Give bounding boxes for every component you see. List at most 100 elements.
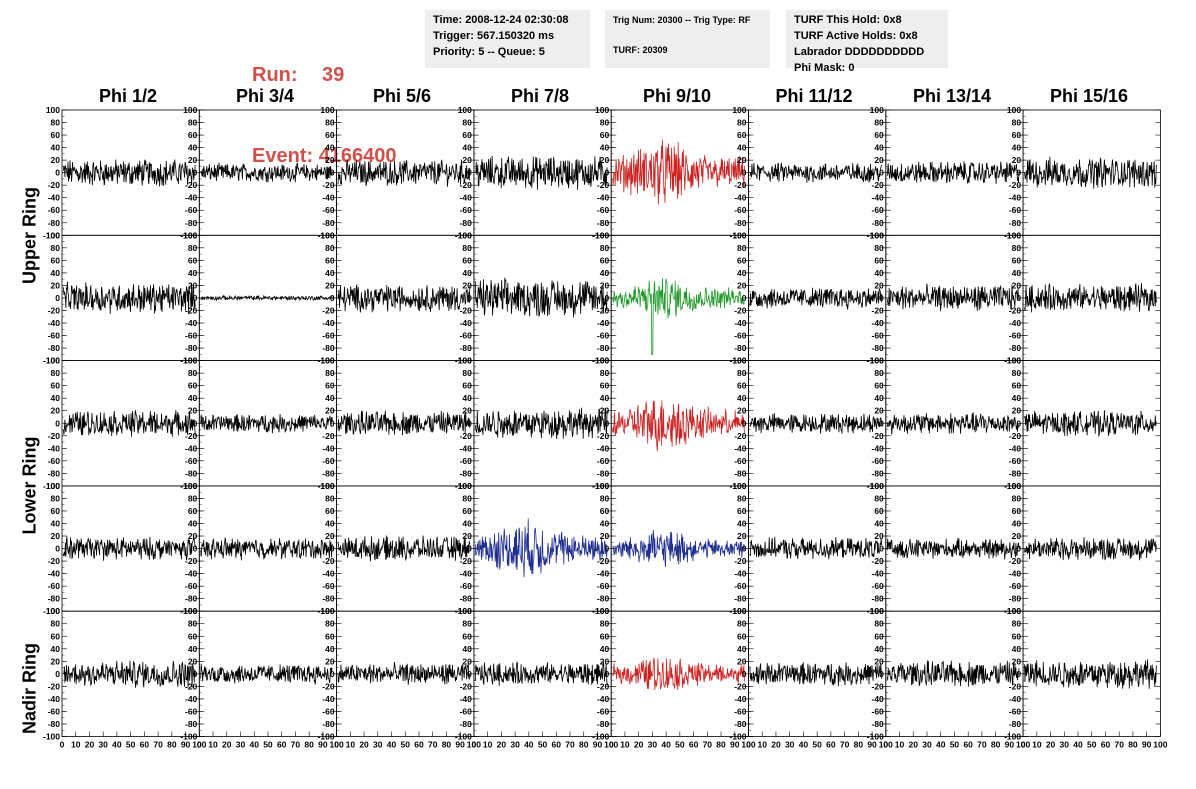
y-tick-label: 60: [51, 631, 61, 641]
x-tick-label: 60: [552, 740, 562, 750]
y-tick-label: 60: [600, 130, 610, 140]
y-tick-label: -100: [43, 230, 60, 240]
y-tick-label: -100: [180, 732, 197, 742]
y-tick-label: -80: [734, 343, 747, 353]
y-tick-label: 80: [1012, 118, 1022, 128]
y-tick-label: -80: [48, 468, 61, 478]
y-tick-label: 40: [325, 644, 335, 654]
y-tick-label: -40: [322, 193, 335, 203]
y-tick-label: -80: [185, 343, 198, 353]
y-tick-label: -20: [322, 681, 335, 691]
y-tick-label: -40: [872, 193, 885, 203]
y-tick-label: 100: [732, 481, 746, 491]
y-tick-label: -40: [734, 694, 747, 704]
y-tick-label: -60: [460, 706, 473, 716]
y-tick-label: 20: [600, 406, 610, 416]
y-tick-label: 0: [879, 544, 884, 554]
y-tick-label: 20: [874, 155, 884, 165]
x-tick-label: 100: [330, 740, 344, 750]
x-tick-label: 70: [153, 740, 163, 750]
run-row: Run: 39: [252, 62, 397, 89]
turf-num-text: TURF: 20309: [613, 45, 668, 55]
x-tick-label: 20: [222, 740, 232, 750]
y-tick-label: 40: [188, 644, 198, 654]
waveform-trace: [200, 162, 333, 183]
y-tick-label: 80: [462, 368, 472, 378]
y-tick-label: 40: [737, 644, 747, 654]
y-tick-label: 60: [600, 506, 610, 516]
y-tick-label: -60: [1009, 205, 1022, 215]
y-tick-label: 80: [51, 493, 61, 503]
x-tick-label: 90: [181, 740, 191, 750]
y-tick-label: 0: [330, 168, 335, 178]
waveform-trace: [612, 657, 745, 691]
y-tick-label: 40: [1012, 393, 1022, 403]
y-tick-label: -80: [597, 343, 610, 353]
y-tick-label: 100: [320, 481, 334, 491]
y-tick-label: 80: [188, 118, 198, 128]
y-tick-label: -40: [1009, 443, 1022, 453]
y-tick-label: -60: [322, 581, 335, 591]
y-tick-label: 20: [462, 531, 472, 541]
y-tick-label: 40: [874, 644, 884, 654]
y-tick-label: -40: [185, 694, 198, 704]
x-tick-label: 90: [593, 740, 603, 750]
y-tick-label: 80: [737, 243, 747, 253]
y-tick-label: 40: [325, 518, 335, 528]
y-tick-label: -60: [1009, 456, 1022, 466]
y-tick-label: -100: [455, 732, 472, 742]
x-tick-label: 10: [208, 740, 218, 750]
time-text: Time: 2008-12-24 02:30:08: [433, 14, 569, 26]
time-info-box: Time: 2008-12-24 02:30:08 Trigger: 567.1…: [425, 10, 590, 68]
x-tick-label: 60: [414, 740, 424, 750]
y-tick-label: 0: [55, 544, 60, 554]
y-tick-label: 0: [879, 418, 884, 428]
y-tick-label: -40: [597, 694, 610, 704]
y-tick-label: 100: [183, 356, 197, 366]
y-tick-label: 100: [458, 606, 472, 616]
y-tick-label: -80: [1009, 594, 1022, 604]
x-tick-label: 100: [1016, 740, 1030, 750]
y-tick-label: 100: [1007, 606, 1021, 616]
y-tick-label: -100: [43, 356, 60, 366]
y-tick-label: -60: [1009, 581, 1022, 591]
y-tick-label: 40: [325, 268, 335, 278]
y-tick-label: -40: [48, 443, 61, 453]
y-tick-label: 80: [188, 368, 198, 378]
y-tick-label: -40: [460, 694, 473, 704]
x-tick-label: 0: [197, 740, 202, 750]
y-tick-label: 80: [874, 243, 884, 253]
y-tick-label: 0: [742, 168, 747, 178]
column-header-phi-9-10: Phi 9/10: [642, 86, 712, 106]
x-tick-label: 20: [634, 740, 644, 750]
y-tick-label: 0: [742, 418, 747, 428]
y-tick-label: 80: [51, 118, 61, 128]
y-tick-label: -60: [460, 331, 473, 341]
y-tick-label: 40: [51, 143, 61, 153]
y-tick-label: 0: [742, 544, 747, 554]
y-tick-label: 80: [874, 368, 884, 378]
y-tick-label: 100: [46, 481, 60, 491]
y-tick-label: 60: [874, 631, 884, 641]
x-tick-label: 80: [1128, 740, 1138, 750]
y-tick-label: 100: [732, 105, 746, 115]
x-tick-label: 20: [909, 740, 919, 750]
y-tick-label: 20: [600, 155, 610, 165]
y-tick-label: 100: [46, 230, 60, 240]
y-tick-label: 80: [51, 368, 61, 378]
y-tick-label: -20: [1009, 431, 1022, 441]
y-tick-label: 0: [467, 418, 472, 428]
y-tick-label: -20: [1009, 305, 1022, 315]
y-tick-label: -40: [185, 569, 198, 579]
y-tick-label: -80: [597, 719, 610, 729]
y-tick-label: 20: [737, 155, 747, 165]
